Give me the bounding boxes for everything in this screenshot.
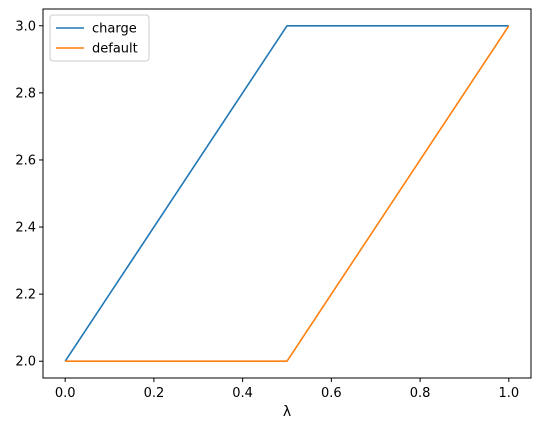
y-tick-label: 2.0 [15, 355, 36, 370]
legend-label-charge: charge [92, 22, 137, 37]
x-axis-label: λ [283, 404, 291, 420]
y-tick-label: 2.2 [15, 288, 36, 303]
legend: charge default [49, 14, 150, 62]
y-tick-label: 2.6 [15, 153, 36, 168]
y-axis: 2.0 2.2 2.4 2.6 2.8 3.0 [15, 19, 43, 370]
y-tick-label: 2.4 [15, 221, 36, 236]
legend-box [49, 14, 150, 62]
plot-lines [64, 24, 510, 363]
x-tick-label: 0.2 [144, 386, 165, 401]
x-axis: 0.0 0.2 0.4 0.6 0.8 1.0 [55, 378, 519, 401]
plot-frame [42, 8, 532, 379]
x-tick-label: 1.0 [498, 386, 519, 401]
series-line-default [65, 25, 510, 363]
x-tick-label: 0.4 [232, 386, 253, 401]
y-tick-label: 2.8 [15, 86, 36, 101]
series-line-charge [64, 24, 509, 362]
x-tick-label: 0.6 [321, 386, 342, 401]
x-tick-label: 0.0 [55, 386, 76, 401]
x-tick-label: 0.8 [410, 386, 431, 401]
legend-label-default: default [92, 42, 138, 57]
y-tick-label: 3.0 [15, 19, 36, 34]
